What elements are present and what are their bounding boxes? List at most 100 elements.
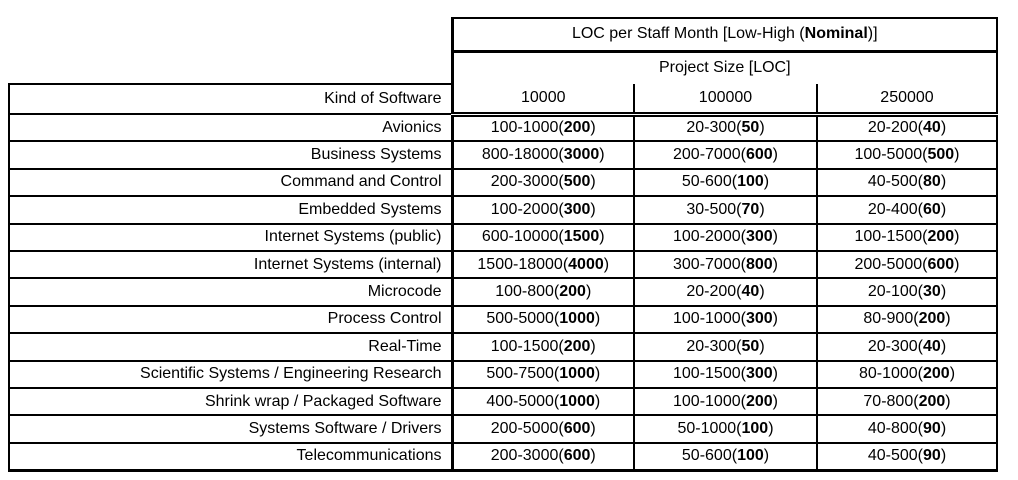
loc-range-low-high: 70-800( (863, 392, 919, 410)
kind-of-software-label: Internet Systems (public) (8, 223, 454, 252)
table-row: Avionics 100-1000(200) 20-300(50) 20-200(40… (8, 114, 998, 143)
loc-range-cell: 100-2000(300) (634, 223, 818, 252)
loc-range-close: ) (590, 337, 596, 355)
loc-range-close: ) (590, 447, 596, 465)
loc-range-close: ) (954, 228, 960, 246)
loc-range-cell: 200-3000(600) (452, 442, 635, 472)
loc-range-cell: 20-400(60) (817, 196, 998, 225)
loc-range-close: ) (594, 310, 601, 328)
kind-of-software-label: Process Control (8, 305, 454, 335)
loc-range-low-high: 600-10000( (481, 228, 564, 246)
loc-nominal-value: 300 (745, 310, 773, 328)
loc-range-low-high: 20-200( (867, 119, 924, 137)
loc-nominal-value: 200 (918, 392, 946, 410)
loc-range-low-high: 100-1000( (490, 119, 564, 137)
loc-nominal-value: 300 (745, 228, 773, 246)
table-row: Real-Time 100-1500(200) 20-300(50) 20-300(4… (8, 333, 998, 362)
loc-range-close: ) (940, 200, 947, 218)
loc-range-close: ) (772, 392, 778, 410)
loc-range-cell: 40-500(80) (817, 168, 998, 198)
loc-range-close: ) (940, 173, 947, 191)
kind-of-software-label: Avionics (8, 114, 454, 143)
loc-range-cell: 50-600(100) (634, 442, 818, 472)
loc-nominal-value: 100 (741, 419, 769, 437)
loc-range-low-high: 400-5000( (486, 392, 560, 410)
loc-range-cell: 200-5000(600) (817, 250, 998, 280)
loc-nominal-value: 600 (563, 447, 591, 465)
loc-range-low-high: 200-3000( (490, 447, 564, 465)
kind-of-software-label: Real-Time (8, 333, 454, 362)
table-title-row: LOC per Staff Month [Low-High (Nominal)] (9, 17, 998, 53)
loc-range-cell: 300-7000(800) (634, 250, 818, 280)
loc-range-low-high: 100-2000( (490, 200, 564, 218)
loc-range-close: ) (772, 146, 778, 164)
loc-range-close: ) (590, 200, 596, 218)
table-body: Avionics 100-1000(200) 20-300(50) 20-200(40… (8, 114, 998, 472)
loc-range-cell: 20-200(40) (817, 114, 998, 143)
loc-range-cell: 1500-18000(4000) (452, 250, 635, 280)
blank-corner-cell (9, 51, 452, 84)
loc-nominal-value: 70 (741, 200, 760, 218)
loc-nominal-value: 1000 (559, 392, 595, 410)
kind-of-software-label: Shrink wrap / Packaged Software (8, 387, 454, 417)
loc-range-cell: 200-5000(600) (452, 415, 635, 444)
loc-range-low-high: 100-1500( (854, 228, 928, 246)
loc-range-close: ) (763, 447, 770, 465)
loc-nominal-value: 1000 (559, 310, 595, 328)
loc-nominal-value: 60 (923, 200, 941, 218)
loc-range-low-high: 200-3000( (490, 173, 564, 191)
table-title: LOC per Staff Month [Low-High (Nominal)] (450, 17, 998, 53)
loc-nominal-value: 1000 (559, 365, 595, 383)
loc-range-close: ) (945, 392, 951, 410)
loc-range-close: ) (763, 173, 770, 191)
loc-range-low-high: 80-1000( (858, 365, 923, 383)
loc-range-close: ) (599, 228, 605, 246)
loc-nominal-value: 30 (923, 283, 941, 301)
loc-range-cell: 100-1000(200) (452, 114, 635, 143)
loc-nominal-value: 300 (745, 365, 773, 383)
loc-nominal-value: 50 (741, 119, 760, 137)
loc-range-close: ) (954, 255, 960, 273)
table-row: Business Systems 800-18000(3000) 200-7000(… (8, 141, 998, 170)
loc-range-close: ) (590, 419, 596, 437)
size-column-header-250000: 250000 (817, 84, 998, 117)
loc-range-cell: 200-3000(500) (452, 168, 635, 198)
loc-nominal-value: 200 (923, 365, 950, 383)
loc-range-cell: 100-5000(500) (817, 141, 998, 170)
table-row: Internet Systems (public) 600-10000(1500)… (8, 223, 998, 252)
loc-range-close: ) (945, 310, 951, 328)
loc-range-low-high: 100-1500( (490, 337, 564, 355)
loc-range-cell: 70-800(200) (817, 387, 998, 417)
loc-per-staff-month-table: LOC per Staff Month [Low-High (Nominal)]… (8, 17, 998, 472)
loc-range-close: ) (585, 283, 592, 301)
loc-range-close: ) (772, 310, 778, 328)
loc-range-low-high: 300-7000( (673, 255, 746, 273)
loc-range-close: ) (768, 419, 774, 437)
loc-range-low-high: 100-1500( (673, 365, 746, 383)
loc-nominal-value: 600 (745, 146, 773, 164)
table-title-nominal: Nominal (804, 25, 868, 43)
loc-range-low-high: 100-2000( (673, 228, 746, 246)
blank-corner-cell (9, 18, 452, 51)
loc-nominal-value: 600 (563, 419, 591, 437)
loc-range-close: ) (603, 255, 610, 273)
loc-range-low-high: 100-1000( (673, 392, 746, 410)
loc-range-low-high: 200-5000( (490, 419, 564, 437)
loc-range-cell: 100-1000(200) (634, 387, 818, 417)
loc-nominal-value: 40 (741, 283, 760, 301)
table-title-suffix: )] (867, 25, 878, 43)
loc-range-close: ) (759, 337, 765, 355)
loc-range-low-high: 200-5000( (854, 255, 928, 273)
table-row: Command and Control 200-3000(500) 50-600(1… (8, 168, 998, 198)
loc-range-close: ) (594, 392, 601, 410)
loc-range-cell: 40-500(90) (817, 442, 998, 472)
loc-range-cell: 100-1500(300) (634, 360, 818, 389)
loc-range-cell: 20-100(30) (817, 278, 998, 307)
loc-range-close: ) (772, 228, 778, 246)
loc-range-low-high: 500-5000( (486, 310, 560, 328)
loc-nominal-value: 40 (923, 337, 941, 355)
loc-nominal-value: 100 (737, 447, 764, 465)
loc-range-low-high: 20-100( (867, 283, 924, 301)
loc-range-low-high: 40-500( (867, 447, 924, 465)
